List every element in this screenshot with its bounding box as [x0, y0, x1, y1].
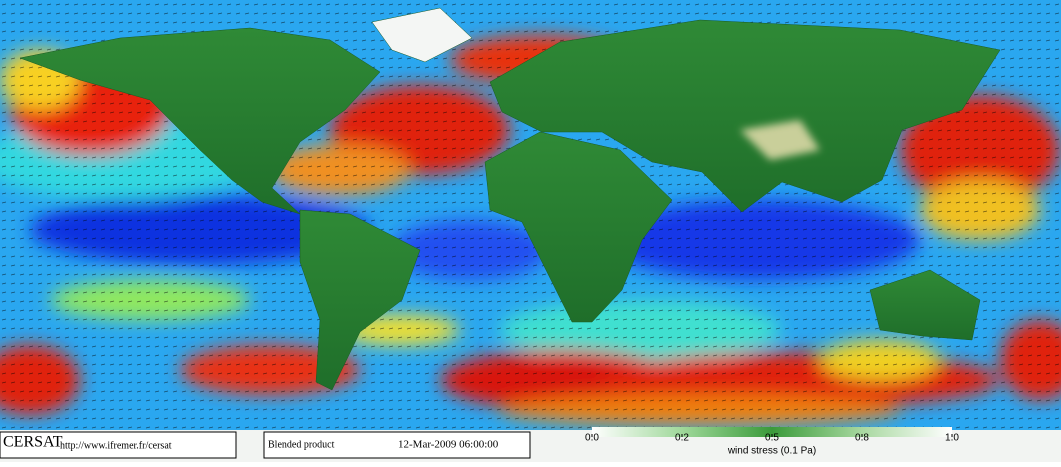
- logo: CERSAT: [3, 434, 63, 451]
- colorbar-tick-label: 0.0: [585, 433, 599, 444]
- colorbar-tick-label: 0.5: [765, 433, 779, 444]
- product-box: [263, 431, 531, 459]
- colorbar-tick-label: 1.0: [945, 433, 959, 444]
- south-america: [299, 209, 421, 391]
- colorbar-ticks: 0.0 0.2 0.5 0.8 1.0: [585, 433, 959, 444]
- colorbar-tick-label: 0.2: [675, 433, 689, 444]
- colorbar-label: wind stress (0.1 Pa): [727, 446, 816, 457]
- africa: [484, 131, 673, 323]
- north-america: [19, 27, 381, 215]
- colorbar-tick-label: 0.8: [855, 433, 869, 444]
- greenland: [371, 7, 473, 63]
- logo-box: [0, 431, 237, 459]
- continents: [19, 7, 1001, 391]
- tibet: [740, 120, 820, 160]
- url: http://www.ifremer.fr/cersat: [60, 440, 172, 451]
- date: 12-Mar-2009 06:00:00: [398, 439, 499, 451]
- map-field: [0, 0, 1061, 430]
- product: Blended product: [268, 439, 335, 450]
- colorbar: [592, 427, 952, 437]
- australia: [869, 269, 981, 341]
- eurasia: [489, 19, 1001, 213]
